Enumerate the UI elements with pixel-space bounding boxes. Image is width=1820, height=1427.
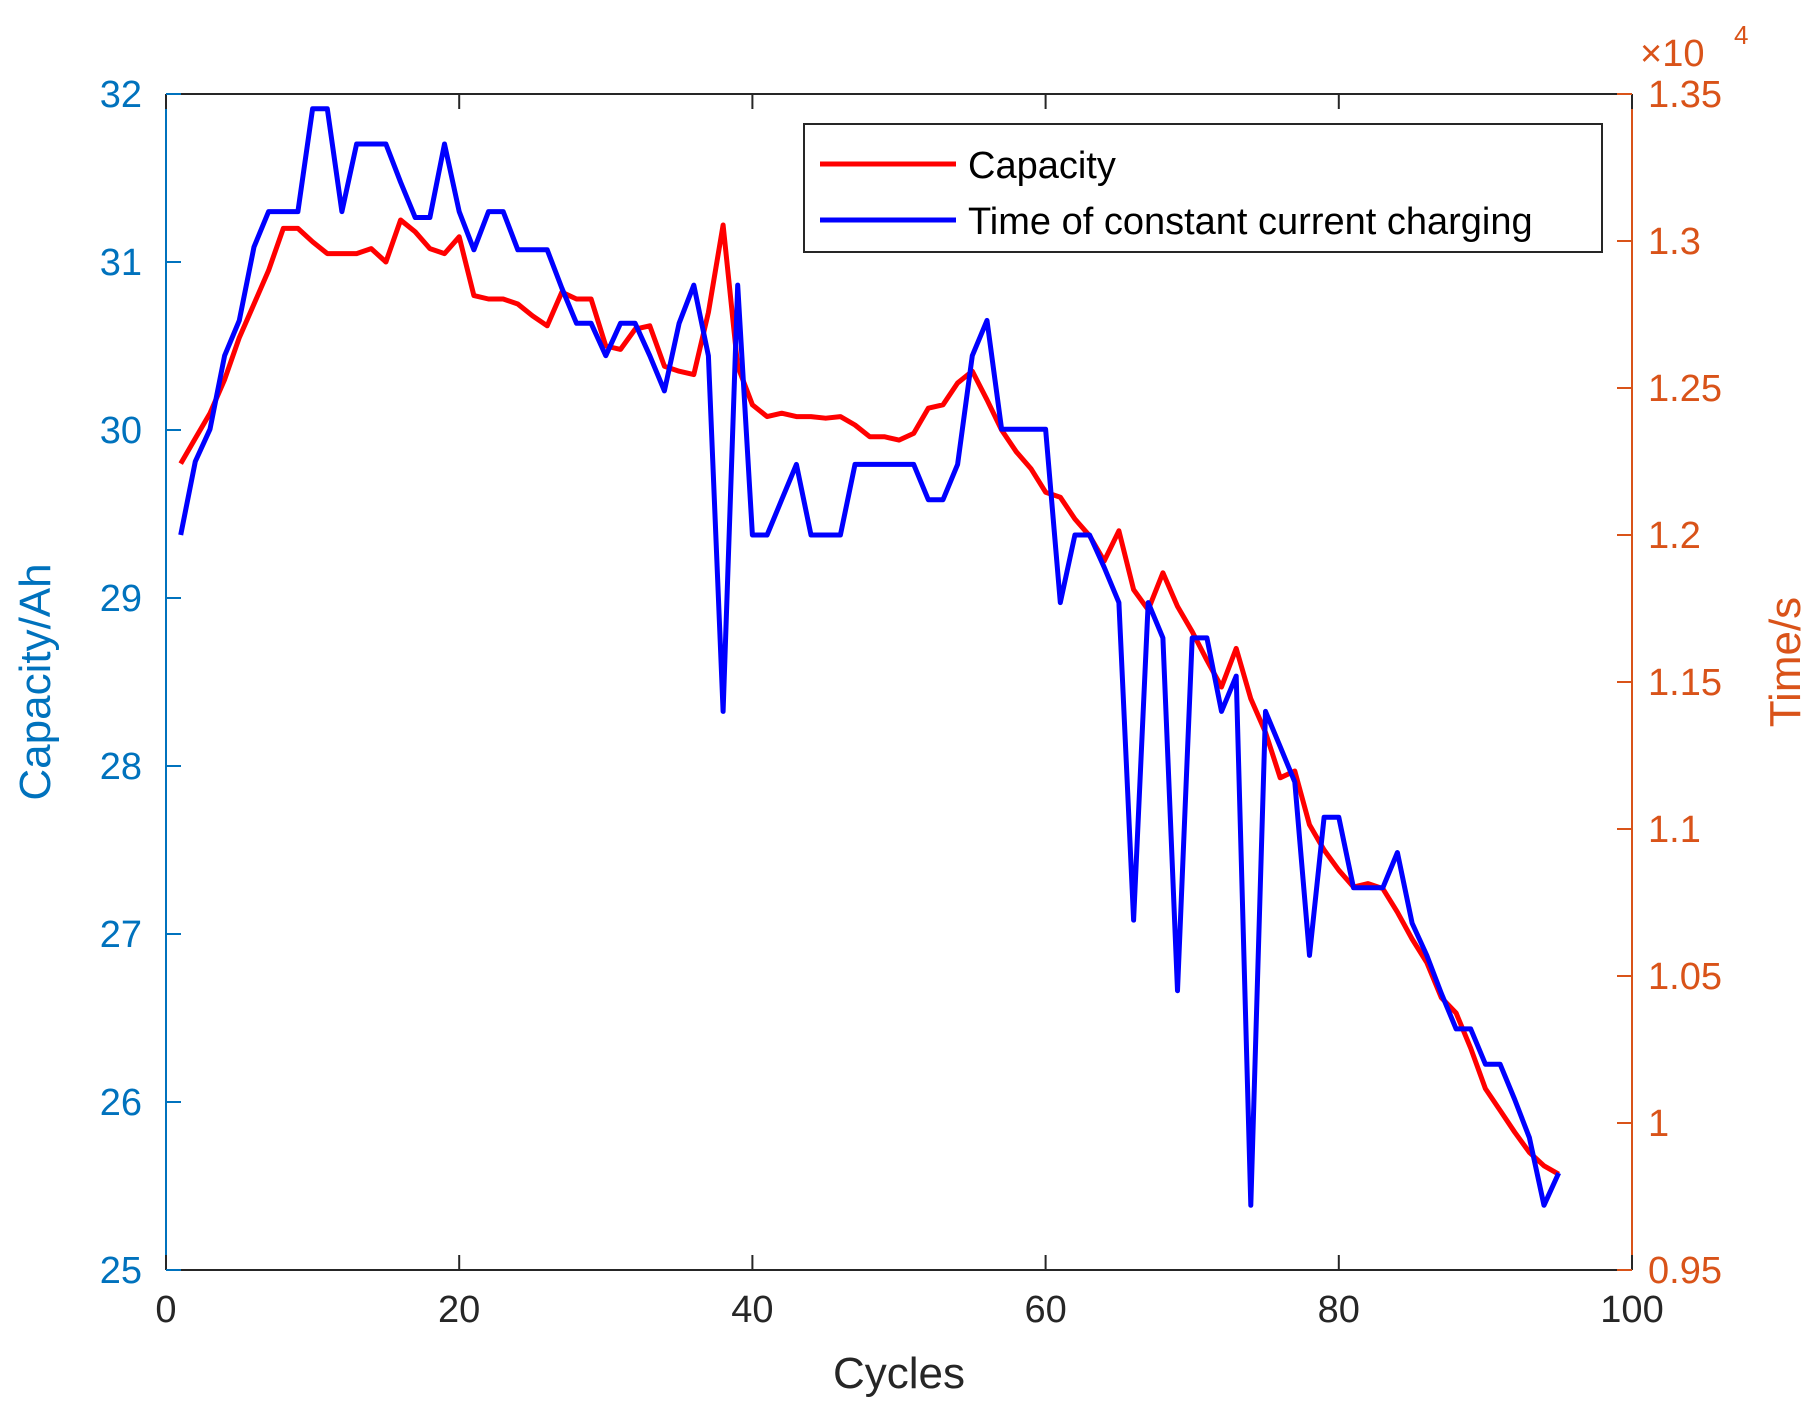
x-tick-label: 40 [731, 1289, 773, 1331]
right-y-tick-label: 1.2 [1648, 515, 1701, 557]
legend-label-capacity: Capacity [968, 145, 1116, 187]
right-y-tick-label: 1.1 [1648, 809, 1701, 851]
legend-box [803, 123, 1603, 253]
right-y-tick-label: 1.05 [1648, 956, 1722, 998]
right-axis-exponent-power: 4 [1734, 20, 1748, 50]
time-of-constant-current-charging-line [178, 106, 1561, 1208]
right-y-axis-label: Time/s [1761, 597, 1810, 727]
left-y-tick-label: 28 [100, 746, 142, 788]
plot-area [166, 94, 1632, 1270]
right-y-tick-label: 1.35 [1648, 74, 1722, 116]
right-axis-exponent-base: ×10 [1640, 33, 1704, 75]
x-tick-label: 100 [1600, 1289, 1663, 1331]
x-tick-label: 0 [155, 1289, 176, 1331]
x-axis-label: Cycles [833, 1349, 965, 1398]
left-y-tick-label: 31 [100, 242, 142, 284]
right-y-tick-label: 1.3 [1648, 221, 1701, 263]
left-y-tick-label: 25 [100, 1250, 142, 1292]
left-y-tick-label: 30 [100, 410, 142, 452]
right-y-tick-label: 1 [1648, 1103, 1669, 1145]
x-tick-label: 20 [438, 1289, 480, 1331]
legend-label-time: Time of constant current charging [968, 201, 1533, 243]
x-tick-label: 80 [1318, 1289, 1360, 1331]
right-y-tick-label: 1.25 [1648, 368, 1722, 410]
capacity-line [178, 217, 1560, 1177]
left-y-tick-label: 29 [100, 578, 142, 620]
legend: Capacity Time of constant current chargi… [803, 123, 1603, 253]
right-y-tick-label: 1.15 [1648, 662, 1722, 704]
left-y-tick-label: 26 [100, 1082, 142, 1124]
left-y-tick-label: 27 [100, 914, 142, 956]
left-y-tick-label: 32 [100, 74, 142, 116]
x-tick-label: 60 [1024, 1289, 1066, 1331]
right-y-tick-label: 0.95 [1648, 1250, 1722, 1292]
left-y-axis-label: Capacity/Ah [11, 563, 60, 800]
